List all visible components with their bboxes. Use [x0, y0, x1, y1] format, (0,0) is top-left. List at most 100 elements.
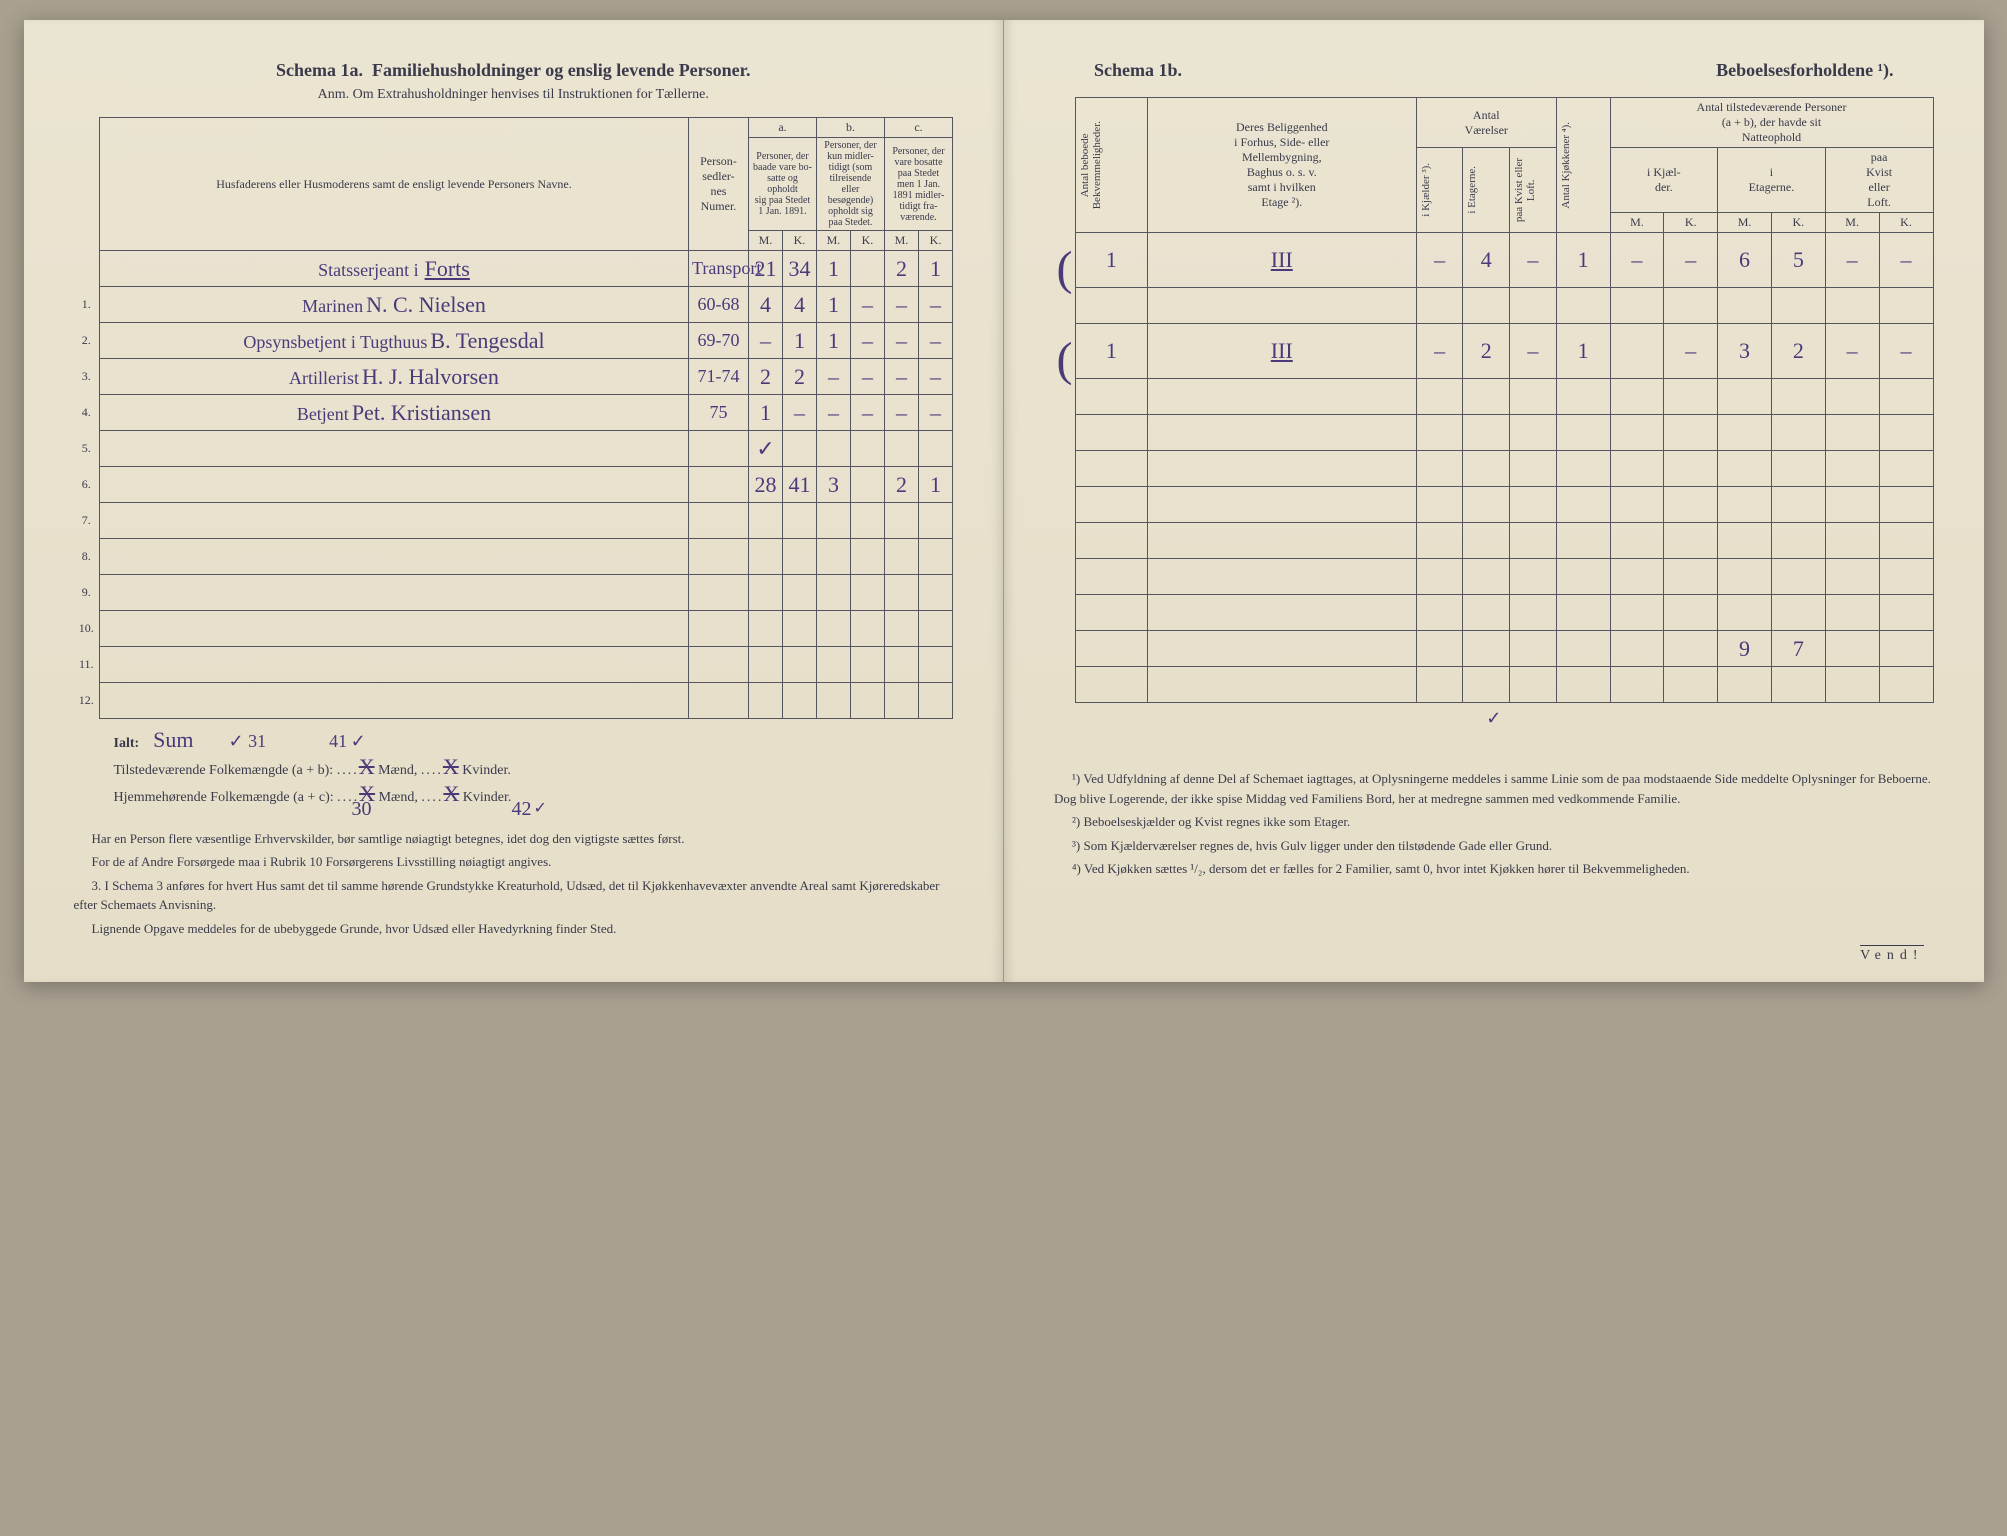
cell-bK	[850, 467, 884, 503]
table-1a-body: Statsserjeant i Forts Transport 21 34 1 …	[74, 251, 953, 719]
totals-line1c: Kvinder.	[462, 763, 511, 778]
cell-netK	[1771, 288, 1825, 324]
cell-kv	[1510, 595, 1557, 631]
totals-line1a: Tilstedeværende Folkemængde (a + b):	[114, 763, 337, 778]
table-1a: Husfaderens eller Husmoderens samt de en…	[74, 117, 954, 719]
cell-bM	[816, 611, 850, 647]
transport-row: Statsserjeant i Forts Transport 21 34 1 …	[74, 251, 953, 287]
cell-cK: 1	[918, 467, 952, 503]
cell-et: 4	[1463, 233, 1510, 288]
name-prefix: Opsynsbetjent i Tugthuus	[243, 332, 427, 352]
cell-cM	[884, 611, 918, 647]
cell-etage	[1147, 288, 1416, 324]
cell-bM: 1	[816, 323, 850, 359]
cell-nkvK	[1879, 451, 1933, 487]
cell-cM: 2	[884, 467, 918, 503]
schema-1a-anm: Anm. Om Extrahusholdninger henvises til …	[74, 87, 954, 103]
cell-kjok	[1556, 451, 1610, 487]
cell-nkjK: –	[1664, 233, 1718, 288]
table-row: (1III–4–1––65––	[1054, 233, 1933, 288]
ialt-label: Ialt:	[114, 736, 140, 751]
cell-etage	[1147, 559, 1416, 595]
row-number: 5.	[74, 431, 100, 467]
cell-bM	[816, 503, 850, 539]
name-value: Pet. Kristiansen	[352, 400, 491, 425]
cell-nkjM	[1610, 451, 1664, 487]
cell-netM	[1718, 559, 1772, 595]
cell-name: Artillerist H. J. Halvorsen	[100, 359, 689, 395]
footnote-line: ⁴) Ved Kjøkken sættes ¹/₂, dersom det er…	[1054, 859, 1934, 879]
cell-et	[1463, 631, 1510, 667]
cell-kj: –	[1416, 324, 1463, 379]
cell-bK: –	[850, 323, 884, 359]
footnote-line: Har en Person flere væsentlige Erhvervsk…	[74, 829, 954, 849]
cell-cM	[884, 431, 918, 467]
cell-name	[100, 611, 689, 647]
cell-bekv	[1076, 487, 1148, 523]
cell-name	[100, 539, 689, 575]
cell-nkvK	[1879, 595, 1933, 631]
cell-bekv	[1076, 415, 1148, 451]
cell-kjok	[1556, 415, 1610, 451]
cell-nkvK: –	[1879, 324, 1933, 379]
cell-nkjM	[1610, 324, 1664, 379]
cell-cK	[918, 503, 952, 539]
bracket-cell	[1054, 487, 1076, 523]
row-number: 9.	[74, 575, 100, 611]
cell-bM: –	[816, 395, 850, 431]
cell-netK	[1771, 487, 1825, 523]
cell-bM	[816, 683, 850, 719]
col-v-etagerne: i Etagerne.	[1466, 162, 1478, 218]
cell-nkvM	[1825, 667, 1879, 703]
cell-kv	[1510, 451, 1557, 487]
cell-aK	[782, 575, 816, 611]
col-n-kjaelder: i Kjæl- der.	[1610, 148, 1718, 213]
cell-cK: –	[918, 287, 952, 323]
cell-aK: –	[782, 395, 816, 431]
cell-et	[1463, 288, 1510, 324]
cell-netK	[1771, 595, 1825, 631]
bracket-cell	[1054, 631, 1076, 667]
cell-et	[1463, 415, 1510, 451]
cell-kj	[1416, 523, 1463, 559]
col-tilstede: Antal tilstedeværende Personer (a + b), …	[1610, 98, 1933, 148]
cell-cM	[884, 575, 918, 611]
cell-et: 2	[1463, 324, 1510, 379]
table-row	[1054, 415, 1933, 451]
cell-bekv	[1076, 379, 1148, 415]
cell-nkjK	[1664, 415, 1718, 451]
row-number: 11.	[74, 647, 100, 683]
schema-1b-label: Schema 1b.	[1094, 60, 1182, 80]
cell-etage	[1147, 415, 1416, 451]
cell-bK	[850, 611, 884, 647]
cell-netK	[1771, 523, 1825, 559]
cell-netK	[1771, 379, 1825, 415]
cell-etage	[1147, 631, 1416, 667]
table-row: 9.	[74, 575, 953, 611]
cell-num	[688, 431, 748, 467]
col-group-c: c.	[884, 118, 952, 138]
cell-bM: 3	[816, 467, 850, 503]
cell-etage	[1147, 487, 1416, 523]
col-b: Personer, der kun midler- tidigt (som ti…	[816, 138, 884, 231]
table-row: 2.Opsynsbetjent i Tugthuus B. Tengesdal6…	[74, 323, 953, 359]
cell-kj	[1416, 487, 1463, 523]
cell-kjok	[1556, 487, 1610, 523]
cell-cK: –	[918, 359, 952, 395]
cell-cK: –	[918, 323, 952, 359]
cell-netK: 7	[1771, 631, 1825, 667]
cell-nkjK	[1664, 487, 1718, 523]
bracket-cell	[1054, 667, 1076, 703]
cell-bM: –	[816, 359, 850, 395]
cell-kj	[1416, 288, 1463, 324]
cell-kj	[1416, 559, 1463, 595]
cell-netM	[1718, 415, 1772, 451]
cell-bM	[816, 431, 850, 467]
cell-nkvK: –	[1879, 233, 1933, 288]
cell-bM	[816, 539, 850, 575]
row-number: 6.	[74, 467, 100, 503]
cell-aK	[782, 683, 816, 719]
col-beliggenhed: Deres Beliggenhed i Forhus, Side- eller …	[1147, 98, 1416, 233]
table-row: 12.	[74, 683, 953, 719]
col-personsedler: Person- sedler- nes Numer.	[688, 118, 748, 251]
